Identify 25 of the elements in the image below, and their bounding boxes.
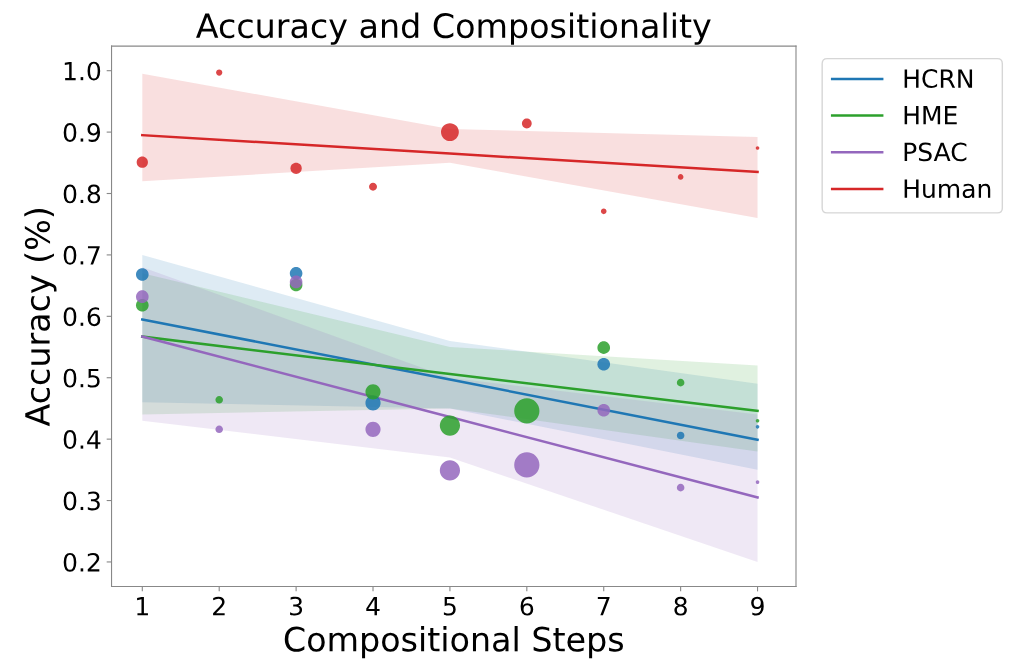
x-tick-label: 1 xyxy=(137,597,148,616)
legend-label: HME xyxy=(904,106,957,125)
y-tick-label: 1.0 xyxy=(64,61,101,81)
y-tick-label: 0.4 xyxy=(63,430,101,449)
legend-label: HCRN xyxy=(904,69,973,88)
y-tick-label: 0.3 xyxy=(63,491,100,511)
x-tick-label: 9 xyxy=(751,596,764,616)
x-tick-label: 7 xyxy=(597,597,610,616)
y-tick-label: 0.7 xyxy=(63,245,100,265)
y-axis-title: Accuracy (%) xyxy=(24,208,57,427)
x-tick-label: 6 xyxy=(520,596,534,616)
x-tick-label: 2 xyxy=(213,596,225,616)
y-tick-label: 0.8 xyxy=(63,184,101,204)
x-tick-label: 5 xyxy=(443,597,456,616)
legend-label: Human xyxy=(904,179,991,199)
x-tick-label: 3 xyxy=(290,596,303,616)
chart-title: Accuracy and Compositionality xyxy=(196,12,711,45)
y-tick-label: 0.9 xyxy=(63,123,101,142)
legend-label: PSAC xyxy=(904,142,967,162)
x-tick-label: 8 xyxy=(674,596,687,616)
y-tick-label: 0.2 xyxy=(63,552,100,572)
y-tick-label: 0.5 xyxy=(63,368,100,388)
y-tick-label: 0.6 xyxy=(63,307,101,327)
x-tick-label: 4 xyxy=(366,597,380,616)
x-axis-title: Compositional Steps xyxy=(284,625,623,659)
